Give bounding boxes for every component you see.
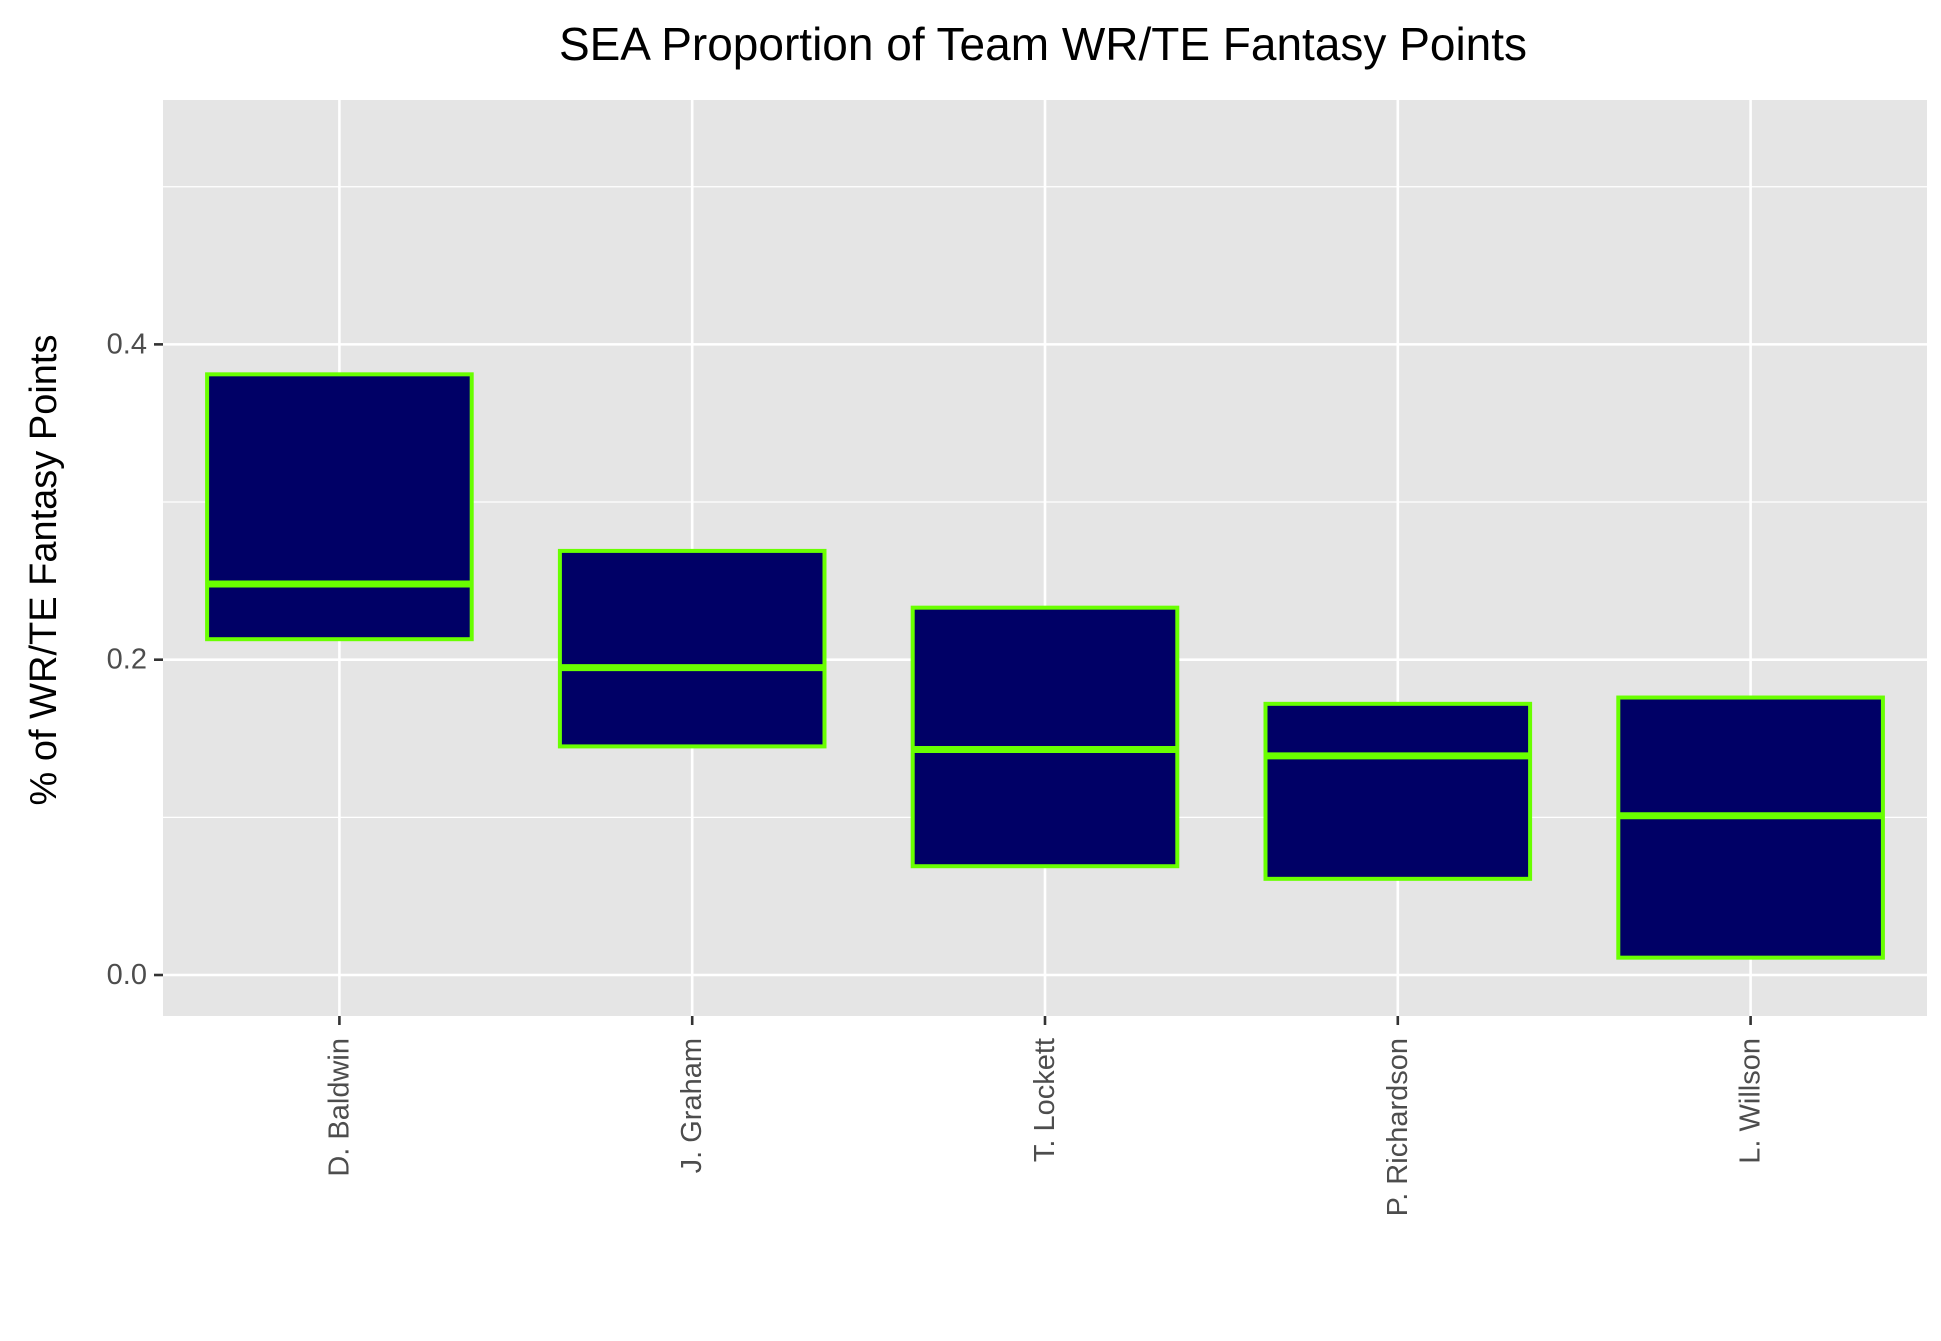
chart-title: SEA Proportion of Team WR/TE Fantasy Poi… [559,18,1527,70]
x-tick-label: P. Richardson [1382,1038,1414,1216]
y-axis-title: % of WR/TE Fantasy Points [23,335,65,806]
x-tick-label: J. Graham [676,1038,708,1173]
x-tick-label: T. Lockett [1029,1038,1061,1162]
axes: 0.0 0.2 0.4 D. Baldwin J. Graham T. Lockett P.… [107,328,1767,1216]
y-tick-label: 0.4 [107,328,147,360]
box-4 [1263,701,1533,881]
box-5 [1616,695,1885,960]
box-2 [557,548,827,749]
y-tick-label: 0.2 [107,644,147,676]
box-3 [910,605,1180,869]
box-1 [205,372,474,642]
y-tick-label: 0.0 [107,959,147,991]
x-tick-label: D. Baldwin [323,1038,355,1177]
boxes [205,372,1885,960]
x-tick-label: L. Willson [1735,1038,1767,1164]
